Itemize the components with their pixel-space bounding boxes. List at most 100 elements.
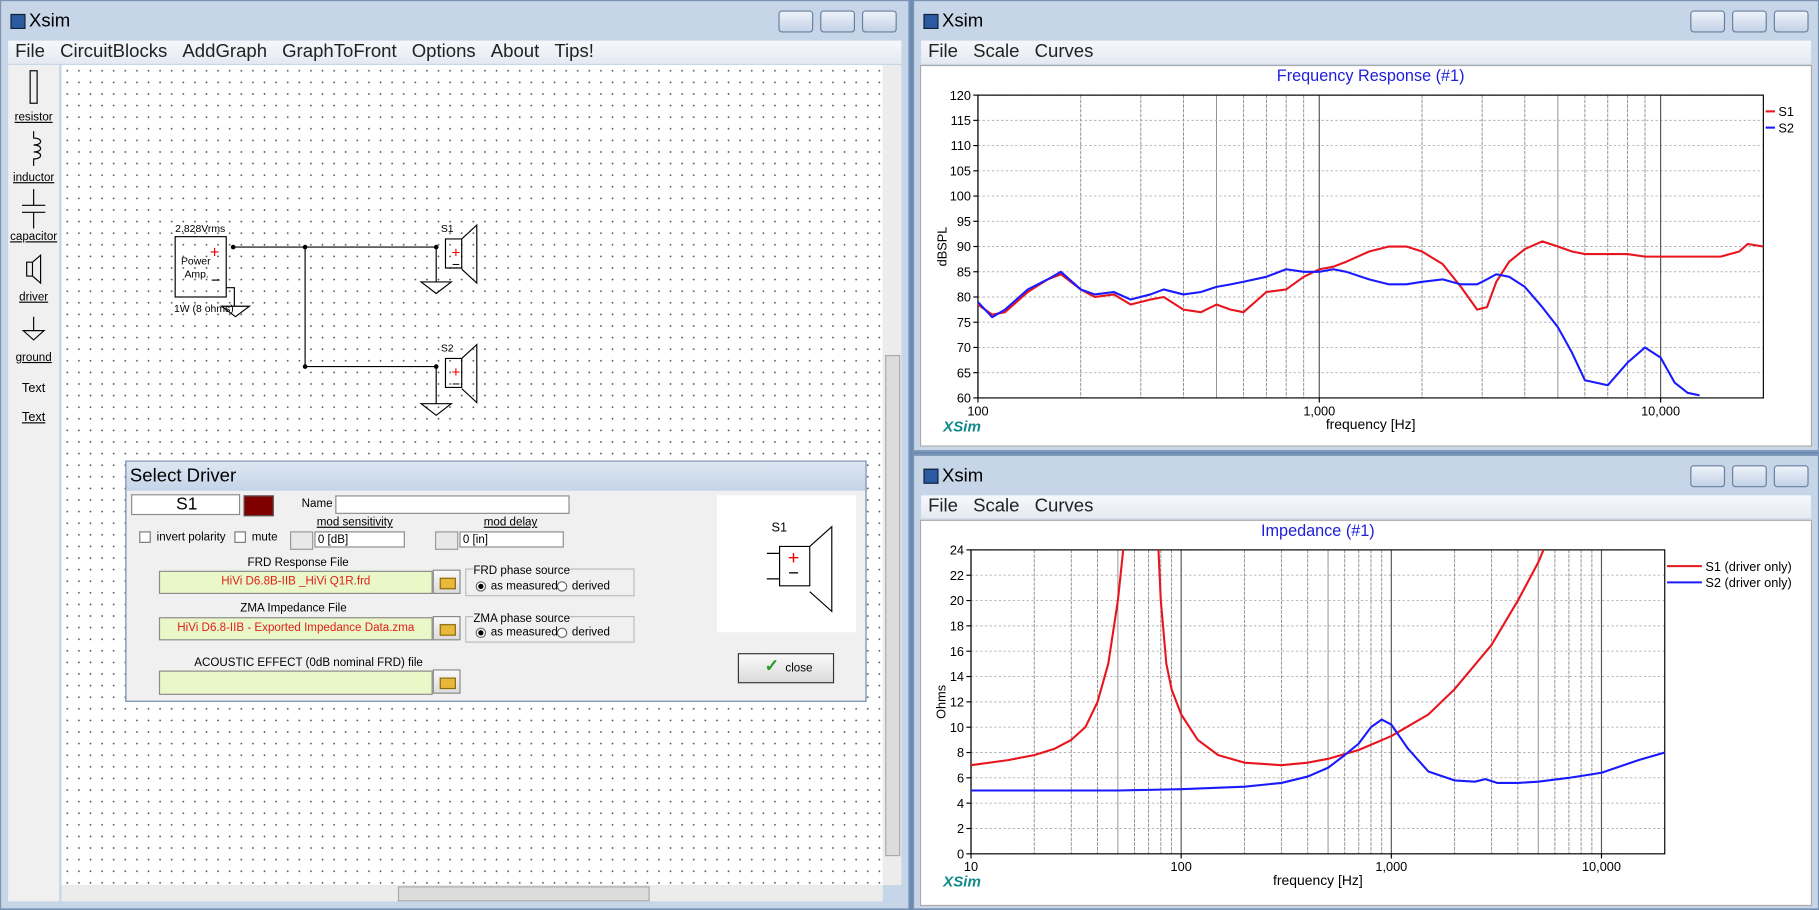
menu-item[interactable]: CircuitBlocks xyxy=(60,41,168,62)
radio-label: derived xyxy=(571,626,610,640)
browse-button[interactable] xyxy=(432,616,461,641)
menu-item[interactable]: GraphToFront xyxy=(282,41,397,62)
vertical-scrollbar[interactable] xyxy=(882,64,902,886)
checkbox[interactable] xyxy=(139,531,151,543)
tool-label[interactable]: resistor xyxy=(14,111,53,125)
driver-symbol xyxy=(444,223,478,285)
y-tick-label: 110 xyxy=(951,138,971,153)
name-label: Name xyxy=(301,497,333,511)
field-label: mod sensitivity xyxy=(316,516,393,530)
horizontal-scrollbar[interactable] xyxy=(61,885,883,902)
y-tick-label: 20 xyxy=(950,593,964,608)
acoustic-file-input[interactable] xyxy=(158,670,433,695)
close-button[interactable] xyxy=(861,10,897,33)
capacitor-icon xyxy=(22,189,46,229)
field-label: mod delay xyxy=(483,516,538,530)
maximize-button[interactable] xyxy=(1732,465,1767,488)
frd-file-input[interactable]: HiVi D6.8B-IIB _HiVi Q1R.frd xyxy=(158,570,433,594)
tool-label[interactable]: Text xyxy=(21,410,46,425)
radio[interactable] xyxy=(475,581,487,592)
select-driver-dialog: Select Driver S1 Name invert polarity mu… xyxy=(125,460,867,702)
driver-label: S1 xyxy=(441,224,454,235)
close-button[interactable]: ✓ close xyxy=(737,653,835,684)
minimize-button[interactable] xyxy=(1690,465,1726,488)
y-tick-label: 4 xyxy=(957,796,964,811)
menu-item[interactable]: About xyxy=(490,41,540,62)
tool-label[interactable]: ground xyxy=(15,351,52,365)
legend-label: S2 (driver only) xyxy=(1705,575,1791,590)
menu-item[interactable]: Scale xyxy=(973,41,1020,62)
tool-label[interactable]: inductor xyxy=(12,171,55,185)
menu-bar: File Scale Curves xyxy=(921,40,1811,64)
close-button[interactable] xyxy=(1773,465,1809,488)
inductor-icon xyxy=(33,131,42,166)
legend-label: S1 (driver only) xyxy=(1705,559,1791,574)
series-line xyxy=(971,718,1666,792)
title-bar: Xsim xyxy=(914,1,1818,40)
scroll-thumb[interactable] xyxy=(885,354,901,857)
spin-button[interactable] xyxy=(435,531,459,550)
browse-button[interactable] xyxy=(432,569,461,594)
y-axis-label: dBSPL xyxy=(935,227,950,267)
x-tick-label: 10,000 xyxy=(1641,403,1680,418)
menu-item[interactable]: Curves xyxy=(1034,496,1094,517)
maximize-button[interactable] xyxy=(820,10,855,33)
title-bar: Xsim xyxy=(914,456,1818,495)
menu-item[interactable]: Curves xyxy=(1034,41,1094,62)
spin-button[interactable] xyxy=(290,531,314,550)
radio[interactable] xyxy=(556,581,568,592)
checkbox[interactable] xyxy=(234,531,246,543)
y-tick-label: 16 xyxy=(950,644,964,659)
button-label[interactable]: close xyxy=(785,662,813,676)
window-title: Xsim xyxy=(29,11,71,32)
menu-item[interactable]: AddGraph xyxy=(182,41,268,62)
field-label: FRD Response File xyxy=(247,556,349,570)
y-tick-label: 10 xyxy=(950,720,964,735)
menu-item[interactable]: File xyxy=(928,496,958,517)
minimize-button[interactable] xyxy=(778,10,814,33)
mod-sensitivity-input[interactable]: 0 [dB] xyxy=(314,531,405,548)
zma-file-input[interactable]: HiVi D6.8-IIB - Exported Impedance Data.… xyxy=(158,617,433,641)
scroll-thumb[interactable] xyxy=(397,886,650,902)
svg-text:+: + xyxy=(788,547,800,569)
tool-label[interactable]: Text xyxy=(21,381,46,396)
x-axis-label: frequency [Hz] xyxy=(1326,416,1416,432)
x-tick-label: 1,000 xyxy=(1303,403,1335,418)
legend-label: S1 xyxy=(1778,104,1794,119)
maximize-button[interactable] xyxy=(1732,10,1767,33)
color-swatch[interactable] xyxy=(243,495,274,517)
radio[interactable] xyxy=(556,627,568,639)
tool-label[interactable]: capacitor xyxy=(10,230,58,244)
tool-label[interactable]: driver xyxy=(19,291,49,304)
menu-item[interactable]: Options xyxy=(411,41,476,62)
driver-icon xyxy=(26,253,42,285)
wire xyxy=(419,247,453,417)
x-tick-label: 100 xyxy=(1171,859,1192,874)
chart-title: Frequency Response (#1) xyxy=(1277,67,1465,85)
radio-label: derived xyxy=(571,580,610,593)
minus-sign: − xyxy=(211,271,220,289)
driver-symbol xyxy=(444,343,478,404)
driver-id[interactable]: S1 xyxy=(131,494,241,516)
y-tick-label: 95 xyxy=(957,214,971,229)
radio[interactable] xyxy=(475,627,487,639)
minimize-button[interactable] xyxy=(1690,10,1726,33)
menu-item[interactable]: Scale xyxy=(973,496,1020,517)
svg-text:+: + xyxy=(452,245,461,262)
menu-item[interactable]: Tips! xyxy=(554,41,594,62)
mod-delay-input[interactable]: 0 [in] xyxy=(459,531,564,548)
window-title: Xsim xyxy=(942,11,984,32)
name-input[interactable] xyxy=(335,495,570,514)
browse-button[interactable] xyxy=(432,669,461,694)
menu-item[interactable]: File xyxy=(928,41,958,62)
menu-item[interactable]: File xyxy=(15,41,45,62)
app-icon xyxy=(923,13,939,30)
preview-label: S1 xyxy=(771,520,788,535)
y-tick-label: 0 xyxy=(957,846,964,861)
checkbox-label: invert polarity xyxy=(156,531,226,545)
svg-text:−: − xyxy=(452,376,460,392)
close-button[interactable] xyxy=(1773,10,1809,33)
svg-text:−: − xyxy=(788,562,799,583)
